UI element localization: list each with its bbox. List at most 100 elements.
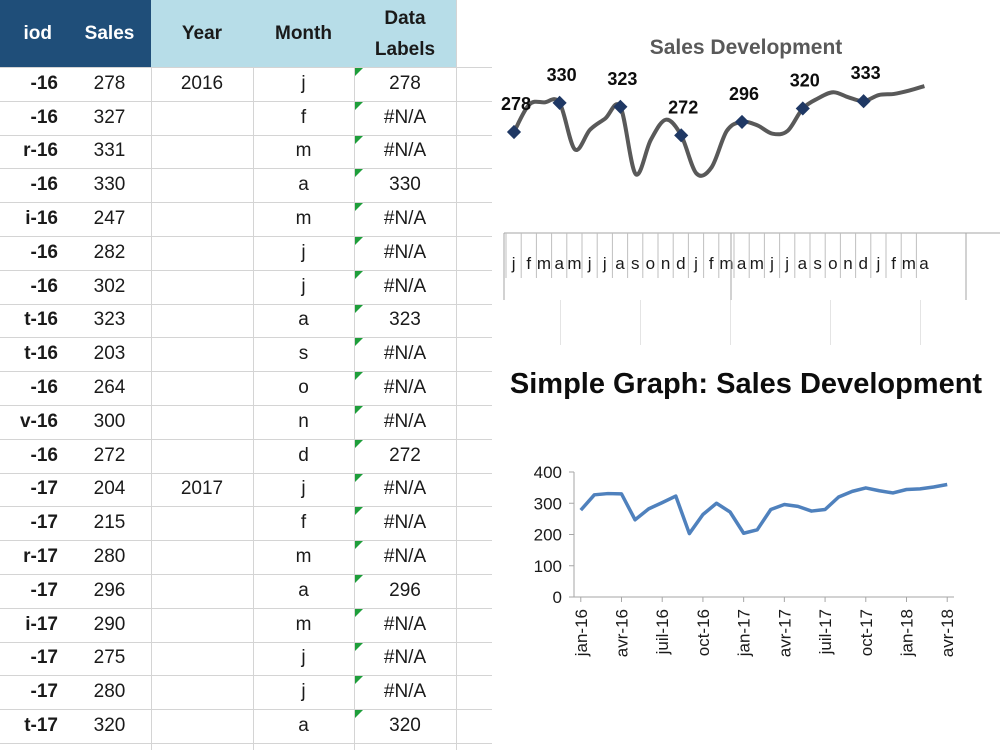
cell-month[interactable]: j [301, 275, 306, 297]
cell-period[interactable]: -17 [30, 681, 58, 703]
cell-data-label[interactable]: 272 [389, 444, 421, 466]
cell-year[interactable] [151, 168, 253, 202]
cell-period[interactable]: -16 [30, 72, 58, 94]
cell-year[interactable] [151, 540, 253, 574]
cell-period[interactable]: t-17 [24, 715, 58, 737]
cell-period[interactable]: -16 [30, 444, 58, 466]
cell-sales[interactable]: 272 [93, 444, 126, 466]
cell-sales[interactable]: 327 [93, 106, 126, 128]
cell-month[interactable]: m [295, 546, 312, 568]
cell-sales[interactable]: 296 [93, 579, 126, 601]
header-sales[interactable]: Sales [68, 0, 151, 67]
cell-sales[interactable]: 302 [93, 275, 126, 297]
cell-period[interactable]: -16 [30, 106, 58, 128]
cell-period[interactable]: t-16 [24, 343, 58, 365]
cell-month[interactable]: j [301, 647, 306, 669]
cell-data-label[interactable]: #N/A [383, 140, 427, 162]
cell-year[interactable] [151, 135, 253, 169]
cell-month[interactable]: a [298, 174, 309, 196]
cell-year[interactable] [151, 506, 253, 540]
cell-sales[interactable]: 280 [93, 681, 126, 703]
cell-data-label[interactable]: #N/A [383, 241, 427, 263]
cell-month[interactable]: d [298, 444, 309, 466]
cell-period[interactable]: r-16 [23, 140, 58, 162]
cell-year[interactable] [151, 270, 253, 304]
cell-data-label[interactable]: 323 [389, 309, 421, 331]
cell-month[interactable]: m [295, 140, 312, 162]
cell-period[interactable]: -17 [30, 579, 58, 601]
cell-data-label[interactable]: #N/A [383, 377, 427, 399]
cell-period[interactable]: v-16 [19, 410, 58, 432]
cell-month[interactable]: a [298, 309, 309, 331]
cell-period[interactable]: i-16 [25, 208, 58, 230]
cell-year[interactable] [151, 709, 253, 743]
cell-sales[interactable]: 215 [93, 512, 126, 534]
cell-month[interactable]: f [300, 106, 307, 128]
cell-data-label[interactable]: #N/A [383, 106, 427, 128]
cell-data-label[interactable]: #N/A [383, 478, 427, 500]
cell-period[interactable]: -16 [30, 275, 58, 297]
cell-sales[interactable]: 203 [93, 343, 126, 365]
cell-period[interactable]: -16 [30, 241, 58, 263]
cell-period[interactable]: -17 [30, 647, 58, 669]
cell-data-label[interactable]: #N/A [383, 343, 427, 365]
header-period[interactable]: iod [0, 0, 68, 67]
cell-year[interactable] [151, 202, 253, 236]
cell-sales[interactable]: 282 [93, 241, 126, 263]
cell-data-label[interactable]: #N/A [383, 613, 427, 635]
cell-year[interactable]: 2016 [180, 72, 224, 94]
cell-sales[interactable]: 331 [93, 140, 126, 162]
cell-month[interactable]: n [298, 410, 309, 432]
cell-sales[interactable]: 278 [93, 72, 126, 94]
cell-data-label[interactable]: #N/A [383, 208, 427, 230]
simple-graph-chart[interactable]: Simple Graph: Sales Development 400 300 20… [492, 345, 1000, 750]
cell-sales[interactable]: 204 [93, 478, 126, 500]
cell-sales[interactable]: 247 [93, 208, 126, 230]
cell-data-label[interactable]: 330 [389, 174, 421, 196]
cell-data-label[interactable]: #N/A [383, 512, 427, 534]
cell-year[interactable] [151, 304, 253, 338]
cell-month[interactable]: o [298, 377, 309, 399]
cell-data-label[interactable]: #N/A [383, 410, 427, 432]
sales-development-chart[interactable]: Sales Development 278 330 323 272 296 320 333 j… [492, 0, 1000, 300]
cell-month[interactable]: a [298, 579, 309, 601]
cell-sales[interactable]: 290 [93, 613, 126, 635]
cell-period[interactable]: -17 [30, 478, 58, 500]
cell-year[interactable] [151, 371, 253, 405]
cell-month[interactable]: j [301, 241, 306, 263]
cell-period[interactable]: -16 [30, 377, 58, 399]
cell-sales[interactable]: 330 [93, 174, 126, 196]
cell-period[interactable]: -16 [30, 174, 58, 196]
cell-sales[interactable]: 300 [93, 410, 126, 432]
cell-data-label[interactable]: #N/A [383, 647, 427, 669]
cell-data-label[interactable]: #N/A [383, 275, 427, 297]
header-data-labels[interactable]: Data Labels [354, 0, 456, 67]
header-year[interactable]: Year [151, 0, 253, 67]
header-month[interactable]: Month [253, 0, 354, 67]
cell-sales[interactable]: 320 [93, 715, 126, 737]
cell-data-label[interactable]: 320 [389, 715, 421, 737]
cell-month[interactable]: m [295, 613, 312, 635]
cell-year[interactable] [151, 608, 253, 642]
cell-year[interactable] [151, 236, 253, 270]
cell-month[interactable]: j [301, 72, 306, 94]
cell-period[interactable]: -17 [30, 512, 58, 534]
cell-year[interactable] [151, 337, 253, 371]
cell-data-label[interactable]: #N/A [383, 681, 427, 703]
cell-sales[interactable]: 323 [93, 309, 126, 331]
cell-month[interactable]: a [298, 715, 309, 737]
cell-year[interactable] [151, 101, 253, 135]
cell-year[interactable] [151, 574, 253, 608]
cell-period[interactable]: i-17 [25, 613, 58, 635]
cell-sales[interactable]: 275 [93, 647, 126, 669]
cell-month[interactable]: j [301, 478, 306, 500]
cell-data-label[interactable]: 296 [389, 579, 421, 601]
cell-month[interactable]: m [295, 208, 312, 230]
cell-year[interactable] [151, 405, 253, 439]
cell-sales[interactable]: 264 [93, 377, 126, 399]
cell-data-label[interactable]: 278 [389, 72, 421, 94]
cell-year[interactable] [151, 675, 253, 709]
cell-month[interactable]: s [298, 343, 309, 365]
cell-month[interactable]: f [300, 512, 307, 534]
